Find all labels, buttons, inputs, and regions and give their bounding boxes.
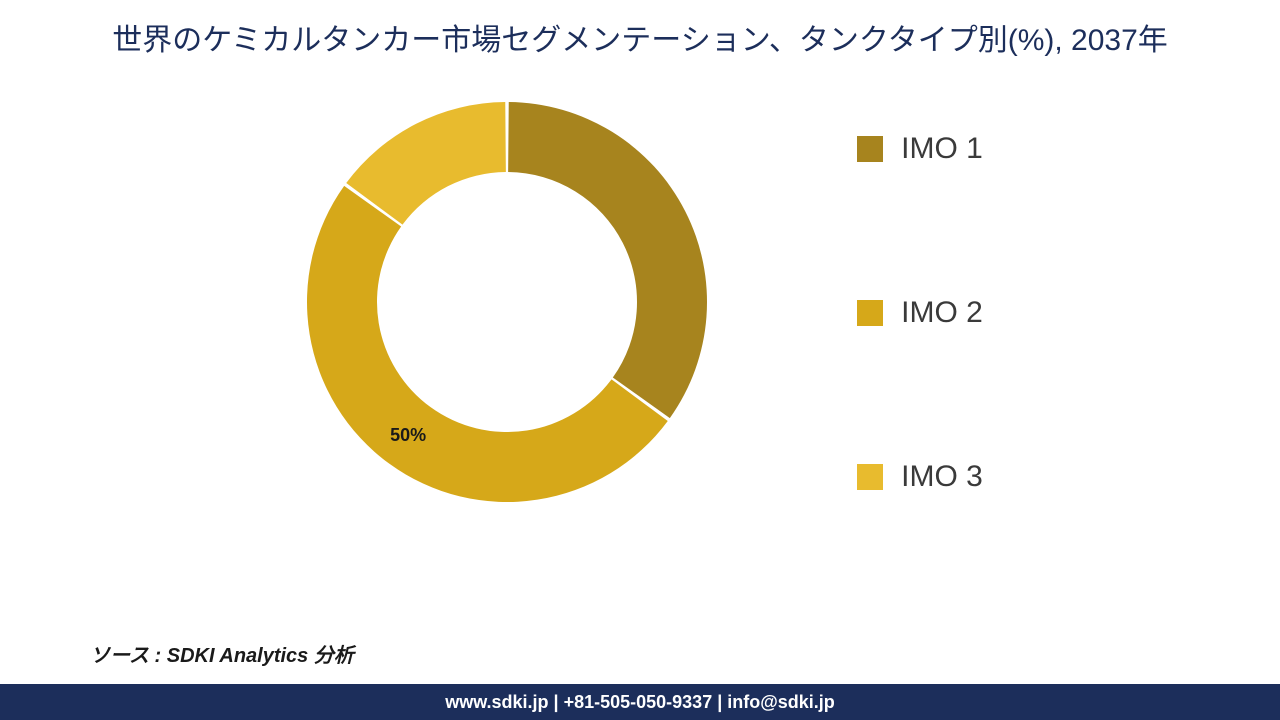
legend-item-imo-2: IMO 2	[857, 296, 983, 330]
legend-label: IMO 3	[901, 460, 983, 494]
source-text: ソース : SDKI Analytics 分析	[90, 639, 354, 668]
content-area: 50% IMO 1 IMO 2 IMO 3	[0, 72, 1280, 512]
legend-label: IMO 2	[901, 296, 983, 330]
donut-svg	[297, 92, 717, 512]
footer-text: www.sdki.jp | +81-505-050-9337 | info@sd…	[445, 692, 835, 713]
slice-data-label: 50%	[390, 425, 426, 446]
chart-title: 世界のケミカルタンカー市場セグメンテーション、タンクタイプ別(%), 2037年	[0, 0, 1280, 72]
legend-swatch-icon	[857, 136, 883, 162]
donut-slice-imo-2	[307, 186, 668, 502]
legend-swatch-icon	[857, 300, 883, 326]
legend-label: IMO 1	[901, 132, 983, 166]
footer-bar: www.sdki.jp | +81-505-050-9337 | info@sd…	[0, 684, 1280, 720]
legend-item-imo-1: IMO 1	[857, 132, 983, 166]
legend-item-imo-3: IMO 3	[857, 460, 983, 494]
legend: IMO 1 IMO 2 IMO 3	[857, 92, 983, 494]
donut-slice-imo-1	[508, 102, 707, 418]
legend-swatch-icon	[857, 464, 883, 490]
donut-chart: 50%	[297, 92, 717, 512]
